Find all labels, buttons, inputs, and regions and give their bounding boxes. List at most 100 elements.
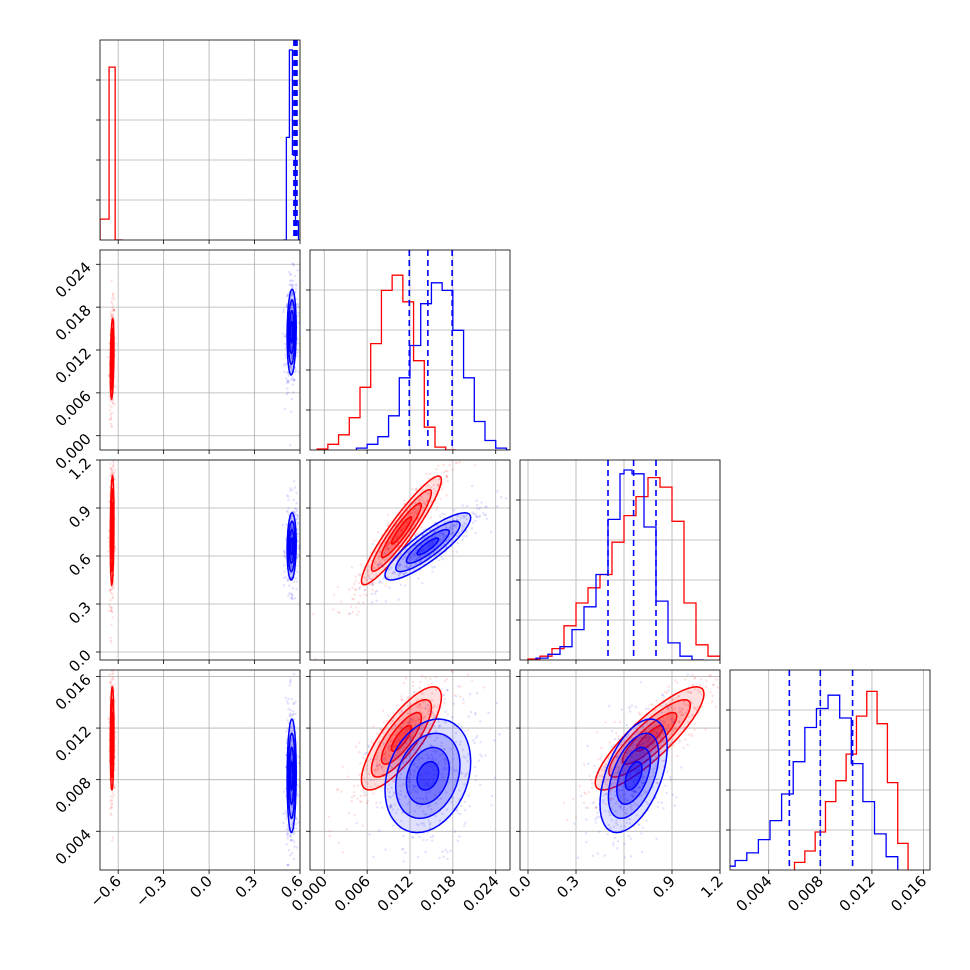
scatter-point	[111, 596, 114, 600]
scatter-point	[634, 802, 637, 806]
scatter-point	[422, 725, 425, 729]
scatter-point	[398, 712, 402, 715]
scatter-point	[382, 765, 386, 768]
scatter-point	[406, 722, 410, 725]
scatter-point	[628, 705, 631, 709]
scatter-point	[108, 681, 111, 684]
scatter-point	[337, 610, 340, 614]
scatter-point	[633, 779, 636, 783]
scatter-point	[642, 764, 645, 767]
scatter-point	[110, 802, 113, 806]
scatter-point	[498, 733, 501, 736]
scatter-point	[447, 537, 451, 540]
scatter-point	[424, 736, 428, 739]
scatter-point	[412, 763, 416, 766]
scatter-point	[587, 762, 590, 766]
scatter-point	[403, 573, 406, 577]
scatter-point	[387, 541, 390, 545]
scatter-point	[595, 775, 598, 778]
scatter-point	[347, 811, 351, 815]
scatter-point	[684, 711, 687, 715]
scatter-point	[690, 701, 693, 704]
scatter-point	[480, 755, 483, 758]
scatter-point	[290, 793, 294, 796]
scatter-point	[442, 463, 445, 466]
scatter-point	[436, 506, 439, 509]
scatter-point	[596, 811, 599, 815]
scatter-point	[415, 557, 419, 561]
scatter-blue	[355, 685, 501, 863]
scatter-point	[328, 834, 331, 838]
scatter-point	[283, 554, 287, 557]
scatter-point	[428, 826, 432, 830]
scatter-point	[604, 781, 607, 784]
scatter-point	[596, 852, 599, 855]
scatter-point	[603, 779, 606, 783]
scatter-point	[365, 579, 368, 582]
scatter-point	[290, 292, 294, 295]
scatter-point	[660, 711, 663, 714]
scatter-point	[109, 466, 112, 470]
scatter-point	[629, 837, 633, 841]
scatter-point	[431, 699, 434, 702]
scatter-point	[375, 758, 378, 761]
x-tick-label: 0.9	[649, 872, 679, 902]
scatter-point	[294, 290, 297, 293]
scatter-point	[292, 391, 295, 394]
scatter-point	[638, 785, 641, 789]
scatter-point	[634, 790, 638, 793]
scatter-point	[382, 769, 385, 772]
scatter-point	[388, 754, 392, 757]
scatter-point	[628, 762, 632, 765]
scatter-point	[387, 547, 390, 550]
scatter-point	[415, 750, 418, 754]
scatter-point	[284, 696, 287, 700]
scatter-point	[112, 315, 115, 319]
scatter-point	[445, 476, 448, 479]
scatter-point	[634, 790, 637, 794]
scatter-point	[678, 707, 681, 710]
scatter-point	[421, 733, 424, 737]
scatter-point	[285, 303, 288, 307]
scatter-point	[413, 511, 417, 514]
scatter-point	[642, 775, 646, 779]
scatter-point	[406, 521, 410, 524]
scatter-point	[408, 759, 412, 762]
scatter-point	[407, 566, 411, 570]
scatter-point	[472, 739, 475, 742]
scatter-point	[283, 342, 287, 346]
scatter-point	[402, 499, 406, 502]
scatter-point	[401, 527, 405, 531]
scatter-point	[415, 790, 418, 793]
scatter-point	[604, 802, 608, 806]
scatter-point	[112, 582, 116, 586]
scatter-point	[363, 791, 366, 794]
scatter-point	[441, 850, 444, 854]
scatter-point	[297, 547, 300, 550]
scatter-point	[294, 700, 297, 703]
scatter-point	[642, 751, 645, 754]
scatter-point	[283, 790, 286, 793]
scatter-point	[429, 544, 432, 547]
scatter-point	[462, 534, 465, 538]
scatter-point	[363, 593, 366, 596]
scatter-point	[109, 591, 113, 595]
scatter-point	[403, 565, 407, 568]
scatter-point	[353, 588, 357, 591]
scatter-point	[496, 490, 499, 493]
scatter-point	[445, 539, 449, 543]
scatter-point	[367, 573, 370, 576]
scatter-point	[111, 314, 115, 317]
scatter-point	[585, 806, 588, 809]
scatter-point	[473, 741, 476, 745]
scatter-point	[693, 728, 696, 731]
scatter-point	[699, 683, 702, 687]
scatter-point	[464, 821, 467, 825]
scatter-point	[401, 811, 404, 814]
scatter-point	[617, 737, 620, 740]
scatter-point	[466, 729, 470, 732]
scatter-point	[112, 295, 115, 298]
scatter-point	[291, 294, 294, 297]
scatter-point	[386, 788, 390, 791]
scatter-point	[631, 790, 635, 793]
